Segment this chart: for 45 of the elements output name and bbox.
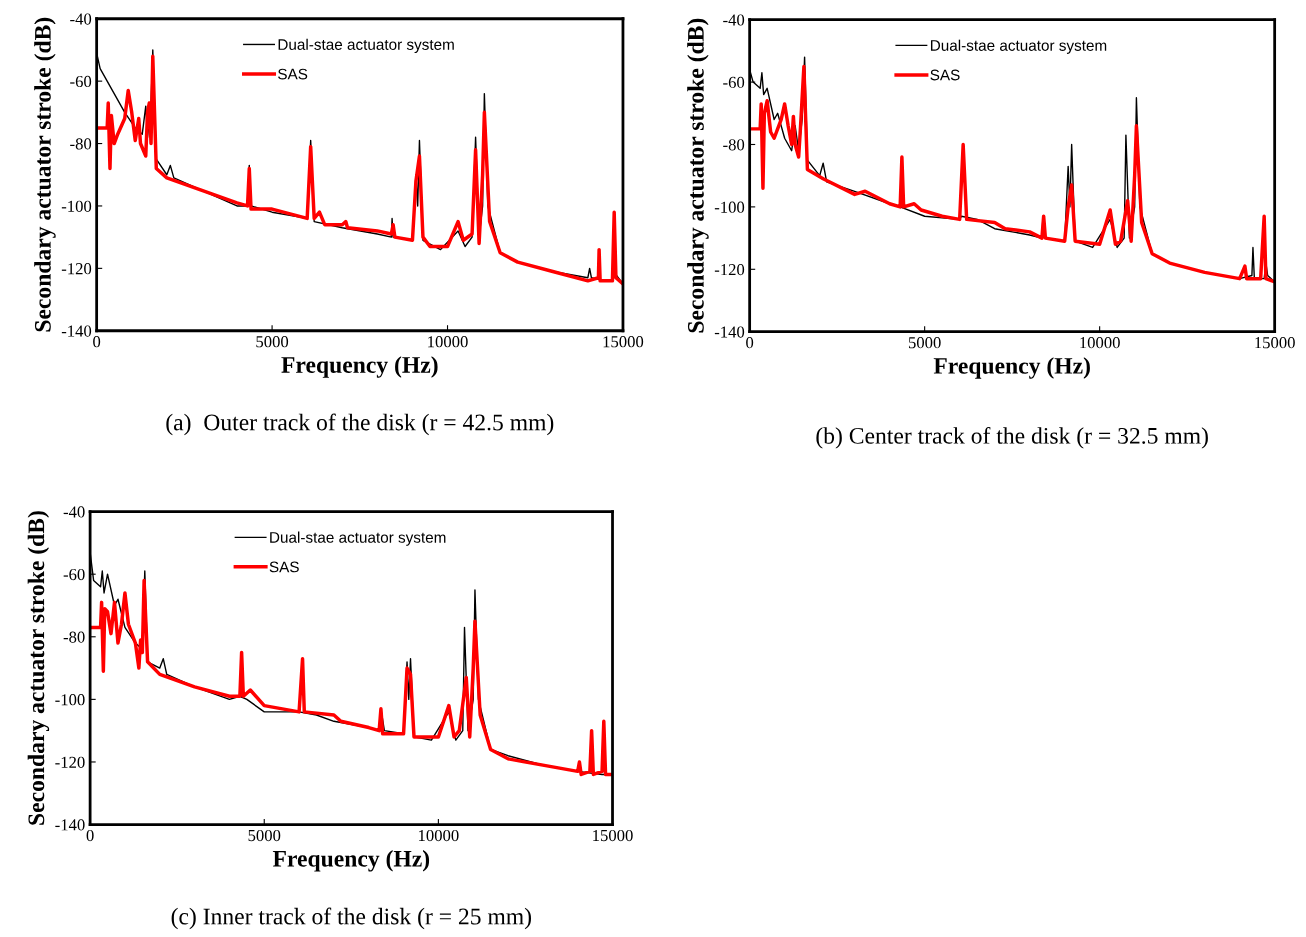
text: (b) Center track of the disk (r = 32.5 mm) — [816, 426, 1208, 449]
x-tick-label: 5000 — [248, 829, 281, 842]
x-tick-label: 10000 — [428, 336, 468, 348]
y-tick-label: -140 — [55, 819, 85, 831]
text: (a) Outer track of the disk (r = 42.5 mm) — [166, 413, 554, 436]
x-axis-title: Frequency (Hz) — [272, 850, 430, 872]
y-tick-label: -80 — [63, 631, 85, 643]
legend-label: Dual-stae actuator system — [270, 531, 446, 546]
y-tick-label: -40 — [70, 13, 92, 25]
y-tick-label: -100 — [55, 694, 85, 706]
legend-label: SAS — [278, 68, 308, 80]
x-tick-label: 0 — [86, 829, 94, 842]
x-tick-label: 15000 — [593, 829, 633, 842]
y-tick-label: -120 — [61, 263, 92, 275]
x-tick-label: 0 — [746, 337, 754, 349]
y-axis-title: Secondary actuator stroke (dB) — [687, 18, 709, 333]
x-tick-label: 0 — [93, 336, 101, 348]
y-tick-label: -140 — [714, 326, 745, 338]
x-tick-label: 5000 — [256, 336, 289, 348]
legend-label: SAS — [930, 69, 960, 81]
legend-label: Dual-stae actuator system — [278, 38, 454, 53]
text: (c) Inner track of the disk (r = 25 mm) — [171, 907, 531, 930]
x-axis-title: Frequency (Hz) — [281, 356, 438, 378]
x-tick-label: 5000 — [908, 337, 941, 349]
y-tick-label: -120 — [55, 756, 85, 768]
y-tick-label: -100 — [61, 200, 92, 212]
y-tick-label: -60 — [723, 76, 745, 89]
y-axis-title: Secondary actuator stroke (dB) — [34, 17, 56, 332]
y-tick-label: -40 — [63, 506, 85, 518]
y-tick-label: -100 — [714, 201, 745, 213]
y-tick-label: -40 — [723, 14, 745, 26]
x-tick-label: 10000 — [419, 829, 459, 842]
y-tick-label: -80 — [723, 139, 745, 151]
legend-label: SAS — [269, 561, 299, 573]
y-tick-label: -60 — [70, 75, 92, 88]
x-tick-label: 15000 — [1255, 337, 1295, 349]
y-tick-label: -140 — [61, 325, 92, 337]
y-tick-label: -60 — [63, 568, 85, 581]
x-tick-label: 10000 — [1080, 337, 1120, 349]
y-tick-label: -80 — [70, 138, 92, 150]
x-axis-title: Frequency (Hz) — [933, 357, 1090, 379]
y-axis-title: Secondary actuator stroke (dB) — [27, 511, 50, 825]
legend-label: Dual-stae actuator system — [930, 39, 1107, 54]
y-tick-label: -120 — [714, 263, 745, 276]
x-tick-label: 15000 — [603, 336, 644, 348]
